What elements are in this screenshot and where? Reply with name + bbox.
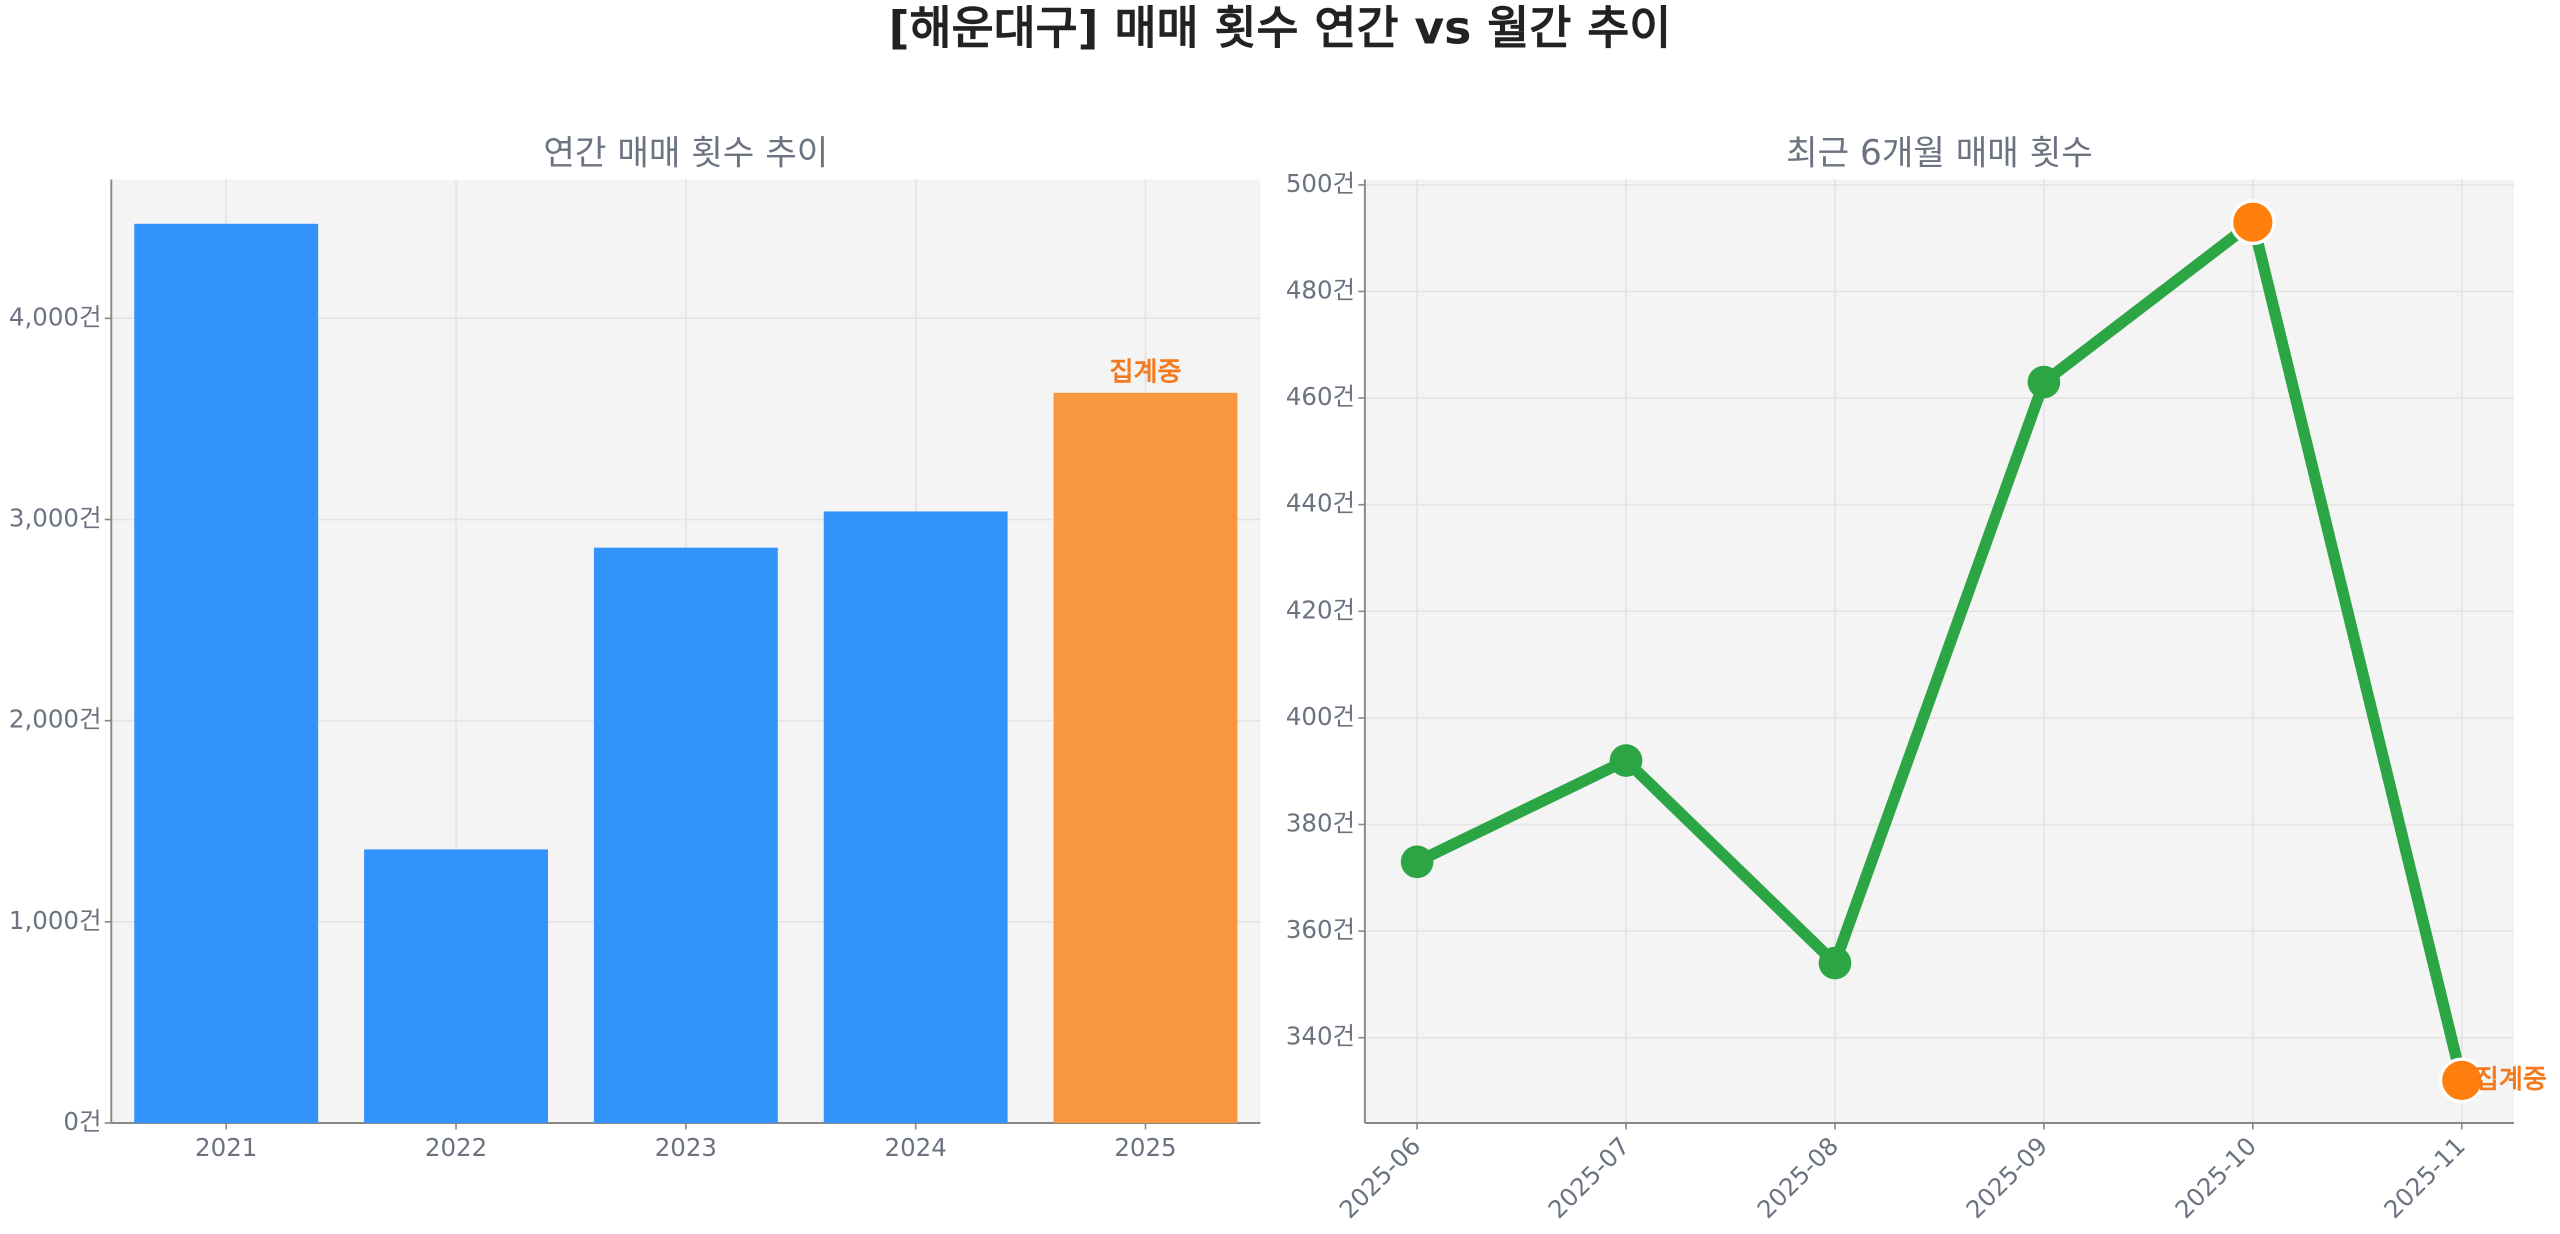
marker [2229, 199, 2276, 246]
bar [593, 547, 778, 1124]
chart-title: 연간 매매 횟수 추이 [543, 134, 828, 174]
y-tick-label: 340건 [1286, 1022, 1355, 1051]
x-tick-label: 2022 [425, 1133, 487, 1162]
y-tick-label: 420건 [1286, 595, 1355, 624]
marker [1609, 744, 1643, 777]
bar [134, 223, 319, 1124]
x-tick-label: 2023 [655, 1133, 717, 1162]
x-tick-label: 2024 [885, 1133, 947, 1162]
x-tick-label: 2021 [195, 1133, 257, 1162]
annotation: 집계중 [2475, 1065, 2547, 1095]
line [1414, 216, 2468, 1082]
y-tick-label: 460건 [1286, 382, 1355, 411]
marker [1400, 845, 1434, 879]
bar [1053, 392, 1238, 1124]
x-tick-label: 2025-10 [2169, 1131, 2262, 1224]
annotation: 집계중 [1109, 358, 1181, 388]
x-tick-label: 2025-06 [1333, 1131, 1426, 1224]
marker [2027, 365, 2061, 399]
bar [823, 511, 1008, 1124]
chart-title: 최근 6개월 매매 횟수 [1786, 134, 2093, 174]
y-tick-label: 2,000건 [9, 705, 102, 734]
bar [364, 849, 548, 1124]
y-tick-label: 1,000건 [9, 906, 102, 935]
x-tick-label: 2025-09 [1960, 1131, 2053, 1224]
y-tick-label: 500건 [1286, 169, 1355, 198]
x-tick-label: 2025-07 [1542, 1131, 1635, 1224]
x-tick-label: 2025-11 [2378, 1131, 2471, 1224]
y-tick-label: 0건 [63, 1107, 101, 1136]
x-tick-label: 2025-08 [1751, 1131, 1844, 1224]
y-tick-label: 380건 [1286, 809, 1355, 838]
marker [2438, 1057, 2485, 1104]
y-tick-label: 3,000건 [9, 504, 102, 533]
y-tick-label: 360건 [1286, 915, 1355, 944]
marker [1818, 946, 1852, 980]
y-tick-label: 440건 [1286, 489, 1355, 518]
y-tick-label: 400건 [1286, 702, 1355, 731]
y-tick-label: 4,000건 [9, 302, 102, 331]
plot-area [1364, 179, 2514, 1124]
y-tick-label: 480건 [1286, 275, 1355, 304]
x-tick-label: 2025 [1114, 1133, 1176, 1162]
figure-title: [해운대구] 매매 횟수 연간 vs 월간 추이 [889, 2, 1672, 55]
